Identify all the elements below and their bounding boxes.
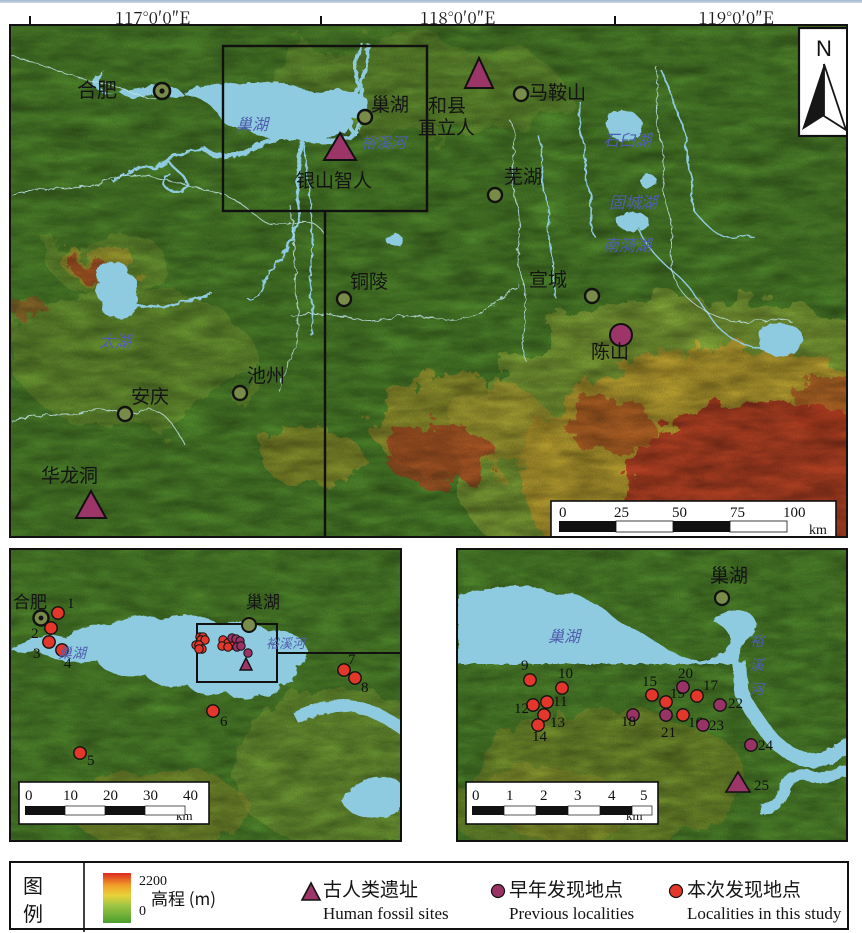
svg-text:巢湖: 巢湖 (710, 561, 748, 588)
svg-text:15: 15 (642, 674, 657, 690)
svg-text:固城湖: 固城湖 (609, 189, 660, 213)
svg-text:石臼湖: 石臼湖 (603, 127, 654, 151)
svg-text:1: 1 (67, 596, 75, 612)
svg-text:古人类遗址: 古人类遗址 (323, 875, 418, 902)
svg-text:20: 20 (103, 788, 118, 804)
svg-text:1: 1 (506, 788, 514, 804)
svg-text:10: 10 (63, 788, 78, 804)
svg-text:早年发现地点: 早年发现地点 (509, 875, 623, 902)
svg-text:合肥: 合肥 (13, 588, 47, 613)
svg-text:银山智人: 银山智人 (296, 166, 372, 193)
svg-text:4: 4 (608, 788, 616, 804)
svg-text:巢湖: 巢湖 (58, 643, 88, 663)
svg-text:陈山: 陈山 (591, 337, 629, 364)
svg-text:图: 图 (23, 870, 43, 899)
svg-text:直立人: 直立人 (418, 113, 475, 140)
svg-text:40: 40 (183, 788, 198, 804)
svg-text:巢湖: 巢湖 (246, 588, 280, 613)
svg-text:高程 (m): 高程 (m) (151, 885, 216, 910)
svg-text:铜陵: 铜陵 (350, 267, 388, 294)
svg-text:2: 2 (540, 788, 548, 804)
svg-text:24: 24 (758, 738, 774, 754)
svg-text:14: 14 (532, 729, 548, 745)
svg-text:0: 0 (25, 788, 33, 804)
svg-text:宣城: 宣城 (529, 265, 567, 292)
svg-text:5: 5 (640, 788, 648, 804)
svg-text:芜湖: 芜湖 (504, 162, 542, 189)
svg-text:巢湖: 巢湖 (371, 90, 409, 117)
svg-text:华龙洞: 华龙洞 (41, 461, 98, 488)
svg-text:N: N (816, 36, 832, 61)
svg-text:马鞍山: 马鞍山 (529, 78, 586, 105)
svg-text:100: 100 (783, 505, 806, 521)
svg-text:6: 6 (220, 714, 228, 730)
svg-text:5: 5 (87, 753, 95, 769)
svg-text:20: 20 (678, 666, 693, 682)
svg-text:10: 10 (558, 666, 573, 682)
svg-text:7: 7 (348, 652, 356, 668)
svg-text:裕: 裕 (750, 631, 766, 651)
svg-text:0: 0 (559, 505, 567, 521)
svg-text:裕溪河: 裕溪河 (361, 132, 409, 153)
svg-text:23: 23 (709, 718, 724, 734)
svg-text:例: 例 (23, 898, 43, 927)
svg-text:8: 8 (361, 680, 369, 696)
svg-text:南漪湖: 南漪湖 (603, 232, 654, 256)
svg-text:2: 2 (31, 626, 39, 642)
svg-text:12: 12 (514, 701, 529, 717)
svg-text:0: 0 (139, 904, 146, 919)
svg-text:太湖: 太湖 (99, 328, 134, 352)
svg-text:22: 22 (728, 696, 743, 712)
svg-text:11: 11 (553, 694, 567, 710)
svg-text:溪: 溪 (750, 655, 766, 675)
svg-text:18: 18 (621, 714, 636, 730)
svg-text:Localities in this study: Localities in this study (687, 904, 842, 923)
svg-text:Previous localities: Previous localities (509, 904, 634, 923)
svg-text:17: 17 (703, 678, 719, 694)
svg-text:25: 25 (614, 505, 629, 521)
svg-text:巢湖: 巢湖 (236, 111, 271, 135)
svg-text:30: 30 (143, 788, 158, 804)
svg-text:3: 3 (33, 646, 41, 662)
svg-text:安庆: 安庆 (131, 382, 169, 409)
svg-text:9: 9 (521, 658, 529, 674)
svg-text:巢湖: 巢湖 (548, 623, 583, 647)
svg-text:75: 75 (730, 505, 745, 521)
svg-text:25: 25 (754, 778, 769, 794)
svg-text:50: 50 (672, 505, 687, 521)
svg-text:3: 3 (574, 788, 582, 804)
svg-text:0: 0 (472, 788, 480, 804)
svg-text:池州: 池州 (247, 361, 285, 388)
svg-text:本次发现地点: 本次发现地点 (687, 875, 801, 902)
svg-text:21: 21 (661, 725, 676, 741)
svg-text:13: 13 (550, 715, 565, 731)
svg-text:Human fossil sites: Human fossil sites (323, 904, 449, 923)
svg-text:裕溪河: 裕溪河 (266, 633, 308, 652)
svg-text:合肥: 合肥 (77, 74, 117, 103)
svg-text:km: km (809, 523, 827, 538)
